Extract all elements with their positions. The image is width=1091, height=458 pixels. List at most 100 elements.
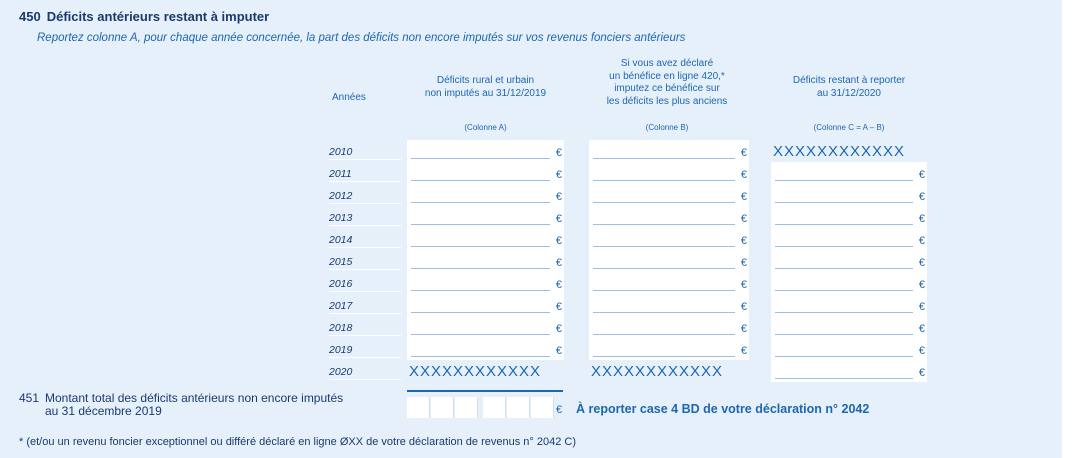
column-c-ref: (Colonne C = A – B) (813, 123, 885, 132)
year-label: 2015 (329, 256, 401, 270)
amount-input-col-a[interactable]: € (407, 294, 564, 316)
year-label: 2018 (329, 322, 401, 336)
blocked-cell: XXXXXXXXXXXX (591, 363, 724, 380)
amount-input-col-c[interactable]: € (771, 294, 927, 316)
amount-input-col-b[interactable]: € (589, 294, 749, 316)
amount-input-col-a[interactable]: € (407, 272, 564, 294)
total-digit-box[interactable] (407, 397, 430, 418)
amount-input-col-a[interactable]: € (407, 338, 564, 360)
table-row: 2015 € € € (0, 250, 1060, 272)
table-row: 2014 € € € (0, 228, 1060, 250)
currency-symbol: € (918, 345, 925, 357)
amount-input-col-b[interactable]: € (589, 228, 749, 250)
currency-symbol: € (555, 213, 562, 225)
year-label: 2017 (329, 300, 401, 314)
total-digit-box[interactable] (483, 397, 506, 418)
amount-input-col-b[interactable]: € (589, 206, 749, 228)
year-label: 2013 (329, 212, 401, 226)
section-title: 450 Déficits antérieurs restant à imputer (19, 9, 269, 24)
blocked-cell: XXXXXXXXXXXX (773, 143, 906, 160)
amount-input-col-b[interactable]: € (589, 250, 749, 272)
currency-symbol: € (918, 301, 925, 313)
currency-symbol: € (740, 301, 747, 313)
currency-symbol: € (740, 323, 747, 335)
amount-input-col-c[interactable]: € (771, 360, 927, 382)
amount-input-col-b[interactable]: € (589, 140, 749, 162)
section-title-text: Déficits antérieurs restant à imputer (46, 9, 270, 24)
amount-input-col-a[interactable]: € (407, 140, 564, 162)
amount-input-col-a[interactable]: € (407, 316, 564, 338)
input-underline (593, 312, 735, 313)
currency-symbol: € (918, 257, 925, 269)
input-underline (411, 158, 550, 159)
currency-symbol: € (555, 235, 562, 247)
currency-symbol: € (918, 213, 925, 225)
input-underline (775, 312, 913, 313)
amount-input-col-c[interactable]: € (771, 316, 927, 338)
input-underline (593, 180, 735, 181)
input-underline (775, 202, 913, 203)
table-row: 2019 € € € (0, 338, 1060, 360)
input-underline (593, 290, 735, 291)
input-underline (411, 290, 550, 291)
input-underline (775, 334, 913, 335)
amount-input-col-b[interactable]: € (589, 316, 749, 338)
table-row: 2010 € € XXXXXXXXXXXX (0, 140, 1060, 162)
total-digit-box[interactable] (455, 397, 478, 418)
amount-input-col-b[interactable]: € (589, 184, 749, 206)
input-underline (775, 180, 913, 181)
total-currency: € (556, 404, 563, 416)
amount-input-col-c[interactable]: € (771, 206, 927, 228)
year-label: 2011 (329, 168, 401, 182)
footnote: * (et/ou un revenu foncier exceptionnel … (19, 436, 576, 448)
amount-input-col-a[interactable]: € (407, 206, 564, 228)
currency-symbol: € (918, 191, 925, 203)
total-underline (407, 390, 563, 392)
input-underline (593, 246, 735, 247)
total-digit-box[interactable] (507, 397, 530, 418)
amount-input-col-a[interactable]: € (407, 250, 564, 272)
line-451-label: 451 Montant total des déficits antérieurs… (19, 391, 344, 418)
amount-input-col-a[interactable]: € (407, 228, 564, 250)
amount-input-col-b[interactable]: € (589, 338, 749, 360)
amount-input-col-c[interactable]: € (771, 250, 927, 272)
currency-symbol: € (918, 235, 925, 247)
currency-symbol: € (555, 301, 562, 313)
currency-symbol: € (740, 213, 747, 225)
input-underline (593, 356, 735, 357)
currency-symbol: € (740, 257, 747, 269)
input-underline (593, 158, 735, 159)
amount-input-col-c[interactable]: € (771, 184, 927, 206)
amount-input-col-c[interactable]: € (771, 228, 927, 250)
amount-input-col-c[interactable]: € (771, 162, 927, 184)
amount-input-col-b[interactable]: € (589, 162, 749, 184)
column-a-ref: (Colonne A) (464, 123, 507, 132)
currency-symbol: € (555, 279, 562, 291)
currency-symbol: € (918, 169, 925, 181)
amount-input-col-c[interactable]: € (771, 272, 927, 294)
input-underline (411, 246, 550, 247)
amount-input-col-a[interactable]: € (407, 184, 564, 206)
year-label: 2016 (329, 278, 401, 292)
amount-input-col-c[interactable]: € (771, 338, 927, 360)
table-row: 2020 XXXXXXXXXXXX XXXXXXXXXXXX € (0, 360, 1060, 382)
input-underline (593, 224, 735, 225)
year-label: 2019 (329, 344, 401, 358)
column-a-header: Déficits rural et urbain non imputés au … (424, 75, 547, 99)
amount-input-col-b[interactable]: € (589, 272, 749, 294)
line-451-number: 451 (19, 391, 40, 405)
amount-input-col-a[interactable]: € (407, 162, 564, 184)
column-c-header: Déficits restant à reporter au 31/12/202… (792, 75, 906, 99)
table-row: 2018 € € € (0, 316, 1060, 338)
currency-symbol: € (918, 279, 925, 291)
total-digit-box[interactable] (531, 397, 554, 418)
currency-symbol: € (555, 169, 562, 181)
report-instruction: À reporter case 4 BD de votre déclaratio… (576, 402, 870, 416)
years-header: Années (332, 92, 366, 103)
currency-symbol: € (918, 367, 925, 379)
currency-symbol: € (555, 323, 562, 335)
input-underline (593, 334, 735, 335)
year-label: 2020 (329, 366, 401, 380)
blocked-cell: XXXXXXXXXXXX (409, 363, 542, 380)
total-digit-box[interactable] (431, 397, 454, 418)
